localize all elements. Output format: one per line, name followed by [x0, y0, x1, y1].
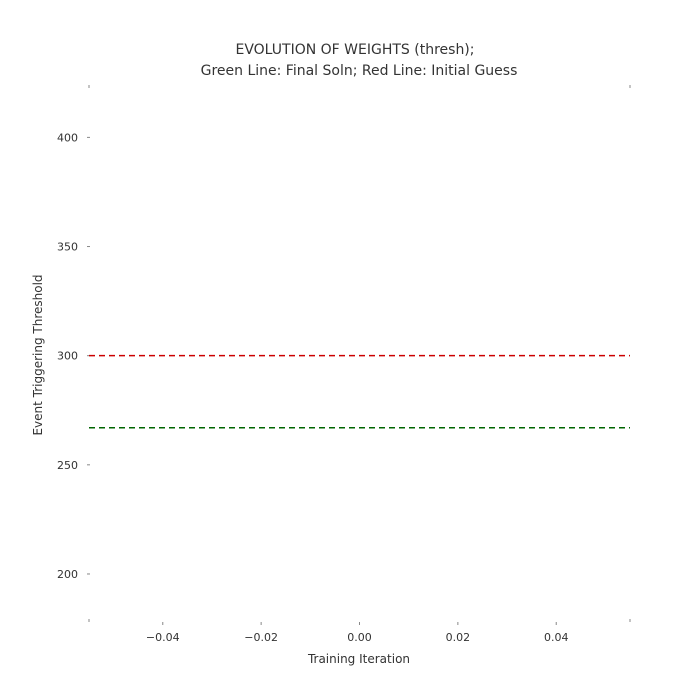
x-axis-label: Training Iteration	[307, 652, 410, 666]
y-tick-label-0: 200	[57, 568, 78, 581]
y-tick-label-1: 250	[57, 459, 78, 472]
x-tick-label-3: 0.02	[446, 631, 471, 644]
y-tick-label-4: 400	[57, 131, 78, 144]
x-tick-label-2: 0.00	[347, 631, 372, 644]
y-tick-label-3: 350	[57, 241, 78, 254]
x-tick-label-1: −0.02	[244, 631, 278, 644]
y-tick-label-2: 300	[57, 350, 78, 363]
chart-title: EVOLUTION OF WEIGHTS (thresh);	[235, 42, 474, 58]
x-tick-label-0: −0.04	[146, 631, 180, 644]
chart-subtitle: Green Line: Final Soln; Red Line: Initia…	[201, 63, 518, 79]
y-axis-label: Event Triggering Threshold	[31, 274, 45, 435]
chart-marks: 200 250 300 350 400 −0.04 −0.02 0.00 0.02 0.04	[57, 85, 631, 644]
x-tick-label-4: 0.04	[544, 631, 569, 644]
